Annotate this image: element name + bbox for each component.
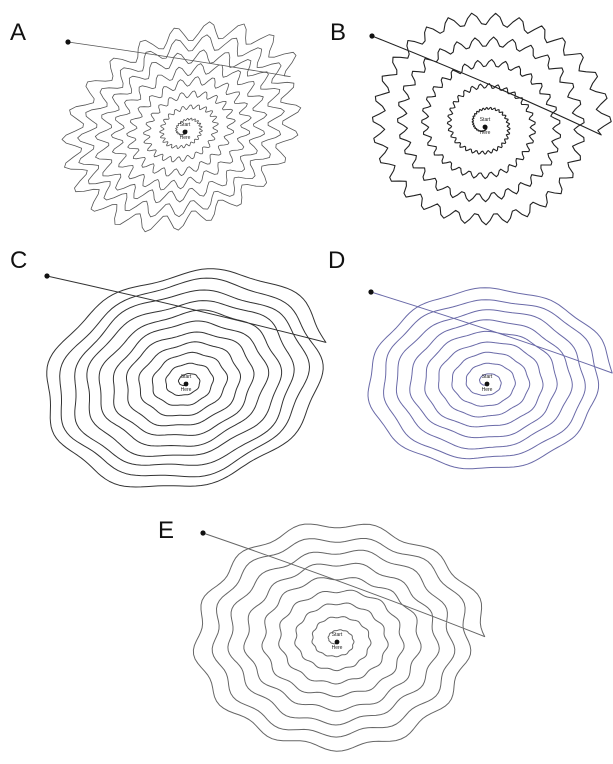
- center-text: Start: [480, 117, 491, 123]
- end-dot: [368, 289, 373, 294]
- panel-label: C: [10, 247, 27, 274]
- center-text: Here: [480, 130, 491, 136]
- panel-label: A: [10, 19, 26, 46]
- start-dot: [184, 382, 189, 387]
- center-text: Here: [332, 645, 343, 651]
- center-text: Start: [332, 632, 343, 638]
- center-text: Start: [482, 374, 493, 380]
- end-dot: [65, 39, 70, 44]
- panel-label: D: [328, 247, 345, 274]
- panel-label: B: [330, 19, 346, 46]
- start-dot: [483, 125, 488, 130]
- panel-label: E: [158, 517, 174, 544]
- center-text: Here: [181, 387, 192, 393]
- background: [0, 0, 613, 764]
- start-dot: [485, 382, 490, 387]
- figure: A Start Here B Start Here C Start Here D Start Here…: [0, 0, 613, 764]
- center-text: Start: [181, 374, 192, 380]
- end-dot: [200, 530, 205, 535]
- center-text: Here: [180, 135, 191, 141]
- center-text: Here: [482, 387, 493, 393]
- start-dot: [183, 130, 188, 135]
- center-text: Start: [180, 122, 191, 128]
- start-dot: [335, 640, 340, 645]
- end-dot: [44, 273, 49, 278]
- end-dot: [369, 33, 374, 38]
